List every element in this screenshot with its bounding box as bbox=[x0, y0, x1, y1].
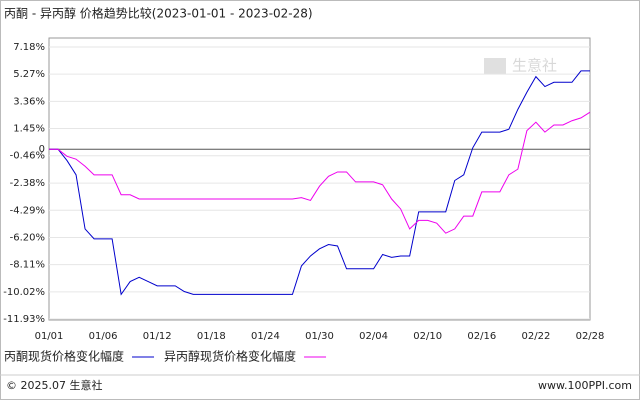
watermark: 生意社 bbox=[484, 57, 557, 75]
legend-label: 丙酮现货价格变化幅度 bbox=[4, 349, 124, 364]
y-tick-label: -2.38% bbox=[10, 178, 45, 189]
x-tick-label: 02/22 bbox=[521, 331, 550, 342]
y-tick-label: -10.02% bbox=[3, 287, 45, 298]
y-tick-label: -0.46% bbox=[10, 151, 45, 162]
x-tick-label: 02/16 bbox=[467, 331, 496, 342]
x-tick-label: 01/30 bbox=[305, 331, 334, 342]
legend-label: 异丙醇现货价格变化幅度 bbox=[164, 349, 296, 364]
y-tick-label: 7.18% bbox=[13, 42, 45, 53]
x-tick-label: 02/04 bbox=[359, 331, 388, 342]
series-line bbox=[49, 70, 590, 296]
x-tick-label: 01/01 bbox=[35, 331, 64, 342]
x-tick-label: 01/24 bbox=[251, 331, 280, 342]
y-tick-label: -4.29% bbox=[10, 205, 45, 216]
footer-site: www.100PPI.com bbox=[538, 379, 632, 392]
y-tick-label: 3.36% bbox=[13, 96, 45, 107]
y-tick-label: -6.20% bbox=[10, 232, 45, 243]
y-tick-label: 0 bbox=[39, 144, 45, 155]
series-line bbox=[49, 111, 591, 234]
watermark-text: 生意社 bbox=[512, 57, 557, 75]
x-tick-label: 02/28 bbox=[576, 331, 605, 342]
chart-title: 丙酮 - 异丙醇 价格趋势比较(2023-01-01 - 2023-02-28) bbox=[4, 6, 313, 21]
x-tick-label: 01/12 bbox=[143, 331, 172, 342]
x-tick-label: 01/06 bbox=[89, 331, 118, 342]
y-tick-label: -11.93% bbox=[3, 314, 45, 325]
footer-copyright: © 2025.07 生意社 bbox=[6, 378, 102, 392]
watermark-logo bbox=[484, 58, 506, 74]
y-tick-label: -8.11% bbox=[10, 260, 45, 271]
x-tick-label: 01/18 bbox=[197, 331, 226, 342]
plot-area bbox=[48, 37, 591, 321]
y-tick-label: 1.45% bbox=[13, 124, 45, 135]
y-tick-label: 5.27% bbox=[13, 69, 45, 80]
x-tick-label: 02/10 bbox=[413, 331, 442, 342]
